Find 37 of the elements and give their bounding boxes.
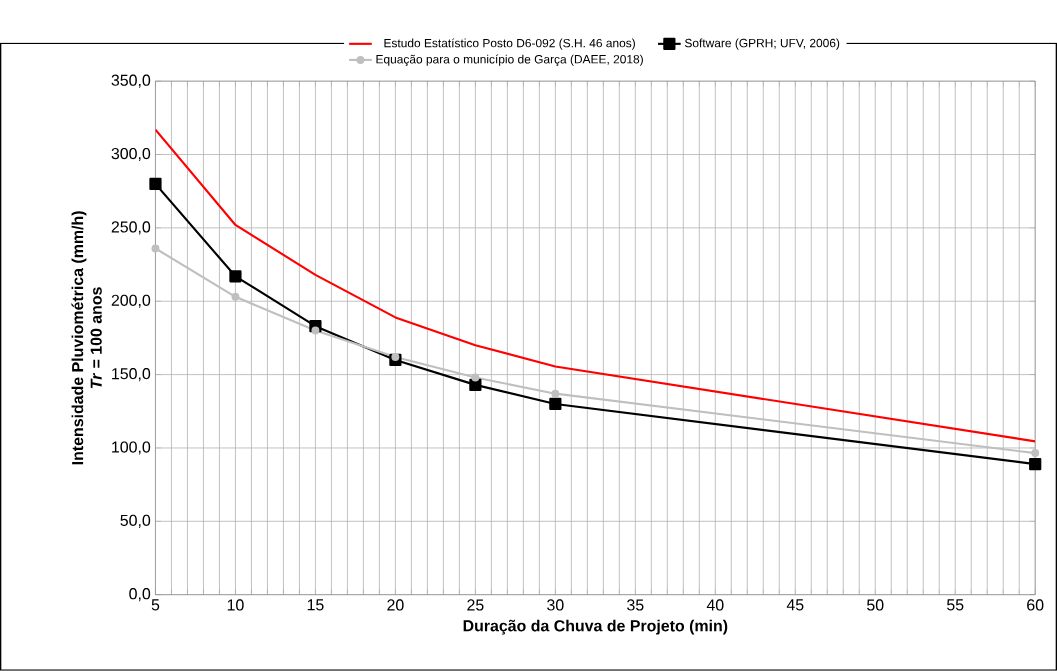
point: [229, 270, 242, 283]
point: [149, 177, 162, 191]
line-series: [155, 128, 1036, 443]
point: [391, 353, 400, 362]
point: [1029, 458, 1042, 471]
point: [1031, 449, 1040, 458]
x-tick-label: 45: [786, 599, 804, 611]
x-tick-label: 20: [387, 599, 404, 611]
point: [231, 292, 240, 301]
legend-label: Estudo Estatístico Posto D6-092 (S.H. 46 anos): [384, 38, 635, 50]
x-tick-label: 35: [627, 599, 644, 611]
x-tick-label: 5: [151, 599, 160, 611]
point: [549, 397, 562, 411]
x-tick-label: 60: [1027, 599, 1044, 611]
legend-label: Software (GPRH; UFV, 2006): [684, 38, 840, 50]
x-tick-label: 10: [227, 599, 244, 611]
y-tick-label: 100,0: [112, 441, 151, 455]
x-tick-label: 50: [867, 599, 884, 611]
y-tick-label: 350,0: [111, 74, 151, 88]
legend-label: Equação para o município de Garça (DAEE, 2018): [376, 54, 643, 66]
x-tick-label: 40: [706, 599, 724, 611]
y-tick-label: 200,0: [111, 294, 151, 308]
point: [311, 326, 320, 335]
y-tick-label: 250,0: [111, 221, 151, 235]
x-tick-label: 55: [947, 599, 964, 611]
point: [469, 378, 482, 392]
x-tick-label: 15: [307, 599, 324, 611]
x-tick-label: 30: [547, 599, 564, 611]
y-tick-label: 300,0: [111, 148, 151, 162]
x-axis-title: Duração da Chuva de Projeto (min): [463, 619, 728, 635]
y-tick-label: 0,0: [129, 588, 151, 602]
point: [551, 389, 560, 398]
point: [471, 373, 480, 382]
y-tick-label: 150,0: [112, 368, 151, 382]
point: [151, 244, 160, 253]
y-tick-label: 50,0: [120, 514, 151, 528]
x-tick-label: 25: [467, 599, 484, 611]
